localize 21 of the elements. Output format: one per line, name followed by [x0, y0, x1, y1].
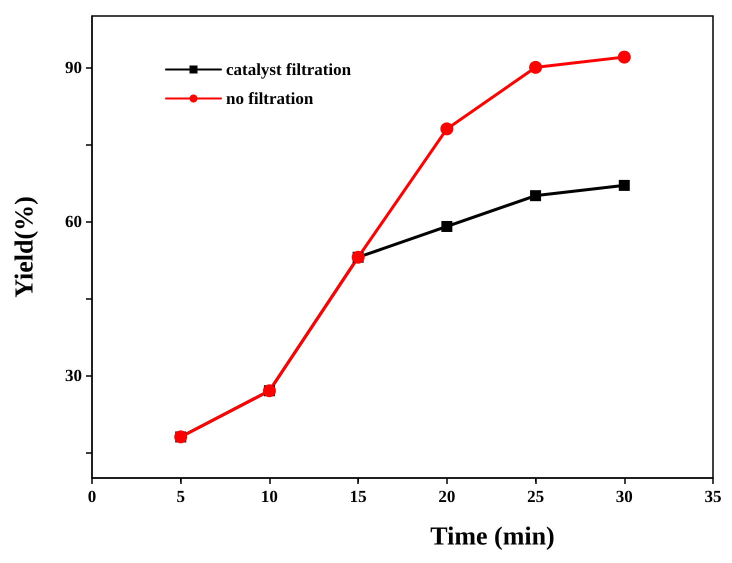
- point: [440, 122, 454, 136]
- point: [530, 190, 542, 202]
- y-axis-title: Yield(%): [10, 196, 38, 298]
- y-tick-label: 60: [65, 212, 82, 231]
- legend-label: no filtration: [226, 89, 314, 108]
- x-tick-label: 20: [438, 487, 456, 506]
- x-tick-label: 30: [616, 487, 633, 506]
- x-tick-label: 10: [260, 487, 278, 506]
- x-tick-label: 5: [176, 487, 185, 506]
- y-tick-label: 90: [65, 58, 82, 77]
- point: [618, 180, 630, 191]
- x-tick-label: 15: [350, 487, 367, 506]
- y-tick-label: 30: [65, 366, 82, 385]
- point: [441, 220, 452, 232]
- point: [618, 50, 631, 64]
- legend-label: catalyst filtration: [226, 60, 352, 79]
- x-tick-label: 35: [704, 487, 722, 506]
- x-tick-label: 25: [527, 487, 544, 506]
- x-axis-title: Time (min): [430, 522, 555, 550]
- x-tick-label: 0: [88, 487, 96, 506]
- point: [529, 60, 542, 74]
